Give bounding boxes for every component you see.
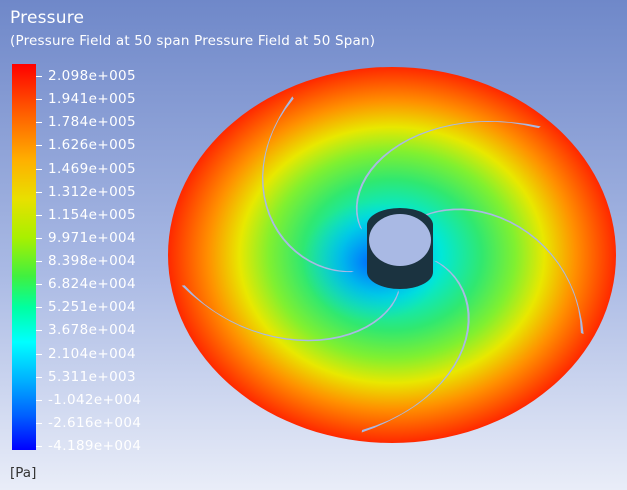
hub (367, 208, 433, 289)
colorbar-label: 6.824e+004 (48, 276, 137, 293)
colorbar-label: 1.626e+005 (48, 137, 137, 154)
colorbar-label: -2.616e+004 (48, 414, 142, 431)
colorbar-tick (36, 330, 42, 332)
colorbar-label: 2.104e+004 (48, 345, 137, 362)
colorbar-tick (36, 237, 42, 239)
colorbar-tick (36, 214, 42, 216)
colorbar-tick (36, 191, 42, 193)
colorbar-tick (36, 261, 42, 262)
colorbar-tick (36, 307, 42, 309)
colorbar-tick (36, 145, 42, 147)
colorbar-label: 3.678e+004 (48, 322, 137, 339)
colorbar-label: -4.189e+004 (48, 438, 142, 454)
colorbar-tick (36, 399, 42, 401)
pressure-colorbar (12, 64, 36, 450)
colorbar-tick (36, 376, 42, 378)
colorbar-label: 1.941e+005 (48, 91, 137, 108)
colorbar-tick (36, 353, 42, 355)
plot-subtitle: (Pressure Field at 50 span Pressure Fiel… (10, 33, 376, 49)
colorbar-tick (36, 422, 42, 424)
colorbar-label: 5.311e+003 (48, 368, 137, 385)
plot-title: Pressure (10, 8, 85, 28)
colorbar-label: 1.469e+005 (48, 160, 137, 177)
colorbar-label: 5.251e+004 (48, 299, 137, 316)
colorbar-label: 8.398e+004 (48, 253, 137, 269)
colorbar-label: 1.312e+005 (48, 183, 137, 200)
colorbar-tick (36, 122, 42, 124)
colorbar-tick (36, 168, 42, 170)
colorbar-label: 9.971e+004 (48, 229, 137, 246)
colorbar-tick (36, 76, 42, 77)
colorbar-label: 1.154e+005 (48, 206, 137, 223)
colorbar-label: 1.784e+005 (48, 114, 137, 131)
colorbar-label: 2.098e+005 (48, 68, 137, 84)
unit-label: [Pa] (10, 465, 37, 481)
colorbar-label: -1.042e+004 (48, 391, 142, 408)
colorbar-tick (36, 99, 42, 101)
colorbar-tick (36, 284, 42, 286)
hub-bore (369, 214, 431, 266)
colorbar-tick (36, 446, 42, 447)
